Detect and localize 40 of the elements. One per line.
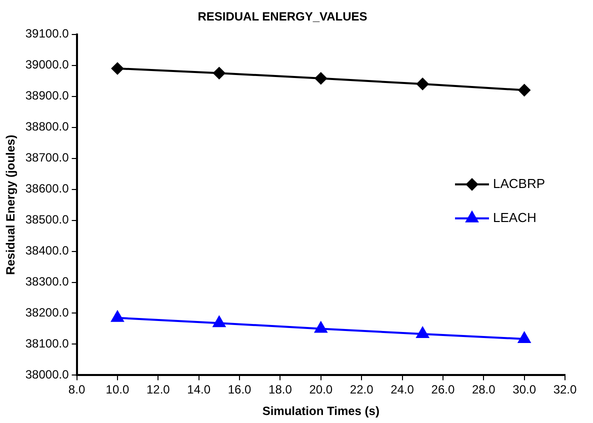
x-tick-label: 14.0 bbox=[187, 382, 211, 397]
y-tick-label: 39100.0 bbox=[25, 26, 70, 41]
y-tick-label: 38700.0 bbox=[25, 150, 70, 165]
x-tick-label: 18.0 bbox=[268, 382, 292, 397]
point bbox=[416, 78, 429, 90]
y-tick-label: 38300.0 bbox=[25, 274, 70, 289]
x-tick-label: 22.0 bbox=[350, 382, 374, 397]
y-tick-label: 38200.0 bbox=[25, 306, 70, 320]
point bbox=[213, 67, 226, 80]
point bbox=[314, 322, 328, 333]
y-tick-label: 38900.0 bbox=[25, 88, 70, 103]
point bbox=[518, 84, 530, 96]
chart-title: RESIDUAL ENERGY_VALUES bbox=[198, 10, 368, 24]
y-tick-label: 38800.0 bbox=[25, 120, 70, 134]
y-tick-label: 38100.0 bbox=[25, 336, 70, 351]
x-tick-label: 32.0 bbox=[553, 382, 577, 397]
point bbox=[111, 310, 124, 322]
x-tick-label: 12.0 bbox=[146, 382, 170, 397]
x-tick-label: 28.0 bbox=[472, 382, 496, 397]
y-tick-label: 38600.0 bbox=[25, 182, 70, 196]
point bbox=[314, 72, 327, 84]
x-axis-title: Simulation Times (s) bbox=[262, 404, 380, 418]
x-tick-label: 24.0 bbox=[390, 382, 414, 397]
legend-label: LEACH bbox=[493, 210, 536, 225]
point bbox=[212, 316, 226, 328]
y-tick-label: 38400.0 bbox=[25, 244, 70, 258]
x-tick-label: 16.0 bbox=[228, 382, 252, 397]
point bbox=[518, 332, 531, 343]
x-tick-label: 8.0 bbox=[68, 382, 86, 397]
y-tick-label: 39000.0 bbox=[25, 58, 70, 72]
x-tick-label: 26.0 bbox=[431, 382, 455, 397]
y-tick-label: 38000.0 bbox=[25, 368, 70, 382]
legend-label: LACBRP bbox=[493, 176, 546, 191]
x-tick-label: 10.0 bbox=[106, 382, 130, 397]
point bbox=[416, 326, 429, 338]
y-tick-label: 38500.0 bbox=[25, 212, 70, 227]
point bbox=[111, 62, 124, 74]
x-tick-label: 20.0 bbox=[309, 382, 333, 397]
x-tick-label: 30.0 bbox=[512, 382, 536, 397]
y-axis-title: Residual Energy (joules) bbox=[4, 134, 18, 275]
